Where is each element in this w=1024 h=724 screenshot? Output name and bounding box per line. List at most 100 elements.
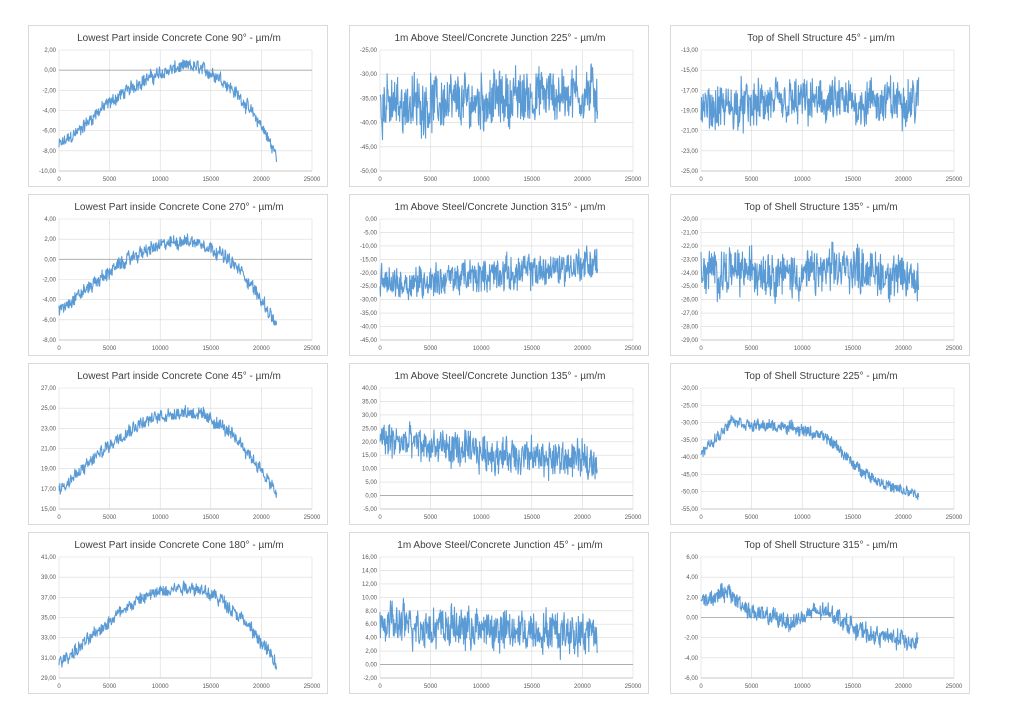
y-tick-label: 6,00 xyxy=(365,622,377,628)
series-line xyxy=(700,241,920,304)
chart-svg: Top of Shell Structure 45° - µm/m -25,00 -… xyxy=(681,33,963,183)
y-tick-label: 39,00 xyxy=(41,575,57,581)
y-tick-label: -25,00 xyxy=(360,284,378,290)
series-line xyxy=(379,421,598,482)
y-tick-label: 0,00 xyxy=(686,616,698,622)
y-tick-label: 21,00 xyxy=(41,447,57,453)
x-tick-label: 5000 xyxy=(745,684,759,690)
x-tick-label: 15000 xyxy=(844,346,861,352)
y-tick-label: -15,00 xyxy=(681,68,699,74)
y-tick-label: -5,00 xyxy=(363,230,377,236)
y-tick-label: 5,00 xyxy=(365,480,377,486)
chart-title: Lowest Part inside Concrete Cone 180° - … xyxy=(74,540,283,551)
chart-title: Top of Shell Structure 315° - µm/m xyxy=(744,540,897,551)
y-tick-label: 2,00 xyxy=(365,649,377,655)
chart-panel: Lowest Part inside Concrete Cone 45° - µ… xyxy=(28,363,328,525)
y-tick-label: -17,00 xyxy=(681,88,699,94)
y-tick-label: 25,00 xyxy=(41,406,57,412)
y-tick-label: -21,00 xyxy=(681,230,699,236)
y-tick-label: -2,00 xyxy=(684,636,698,642)
y-tick-label: 35,00 xyxy=(362,399,378,405)
x-tick-label: 10000 xyxy=(794,346,811,352)
x-tick-label: 20000 xyxy=(895,515,912,521)
x-tick-label: 10000 xyxy=(473,177,490,183)
chart-title: Lowest Part inside Concrete Cone 270° - … xyxy=(74,202,283,213)
chart-title: Top of Shell Structure 225° - µm/m xyxy=(744,371,897,382)
x-tick-label: 20000 xyxy=(574,684,591,690)
x-tick-label: 5000 xyxy=(424,684,438,690)
y-tick-label: 10,00 xyxy=(362,595,378,601)
x-tick-label: 5000 xyxy=(103,177,117,183)
series-line xyxy=(58,580,278,670)
y-tick-label: -25,00 xyxy=(360,48,378,54)
y-tick-label: 0,00 xyxy=(365,217,377,223)
chart-svg: Lowest Part inside Concrete Cone 90° - µ… xyxy=(39,33,321,183)
chart-panel: Lowest Part inside Concrete Cone 180° - … xyxy=(28,532,328,694)
series-line xyxy=(379,63,599,141)
x-tick-label: 20000 xyxy=(895,177,912,183)
x-tick-label: 10000 xyxy=(152,515,169,521)
y-tick-label: -45,00 xyxy=(360,338,378,344)
y-tick-label: 25,00 xyxy=(362,426,378,432)
x-tick-label: 15000 xyxy=(844,177,861,183)
y-tick-label: -40,00 xyxy=(681,455,699,461)
chart-svg: Lowest Part inside Concrete Cone 270° - … xyxy=(42,202,321,352)
x-tick-label: 0 xyxy=(378,515,382,521)
y-tick-label: -23,00 xyxy=(681,149,699,155)
x-tick-label: 10000 xyxy=(152,177,169,183)
y-tick-label: -26,00 xyxy=(681,298,699,304)
series-line xyxy=(700,75,920,134)
y-tick-label: -22,00 xyxy=(681,244,699,250)
series-line xyxy=(700,414,920,501)
y-tick-label: -4,00 xyxy=(42,109,56,115)
y-tick-label: -20,00 xyxy=(360,271,378,277)
y-tick-label: 31,00 xyxy=(41,656,57,662)
y-tick-label: -8,00 xyxy=(42,149,56,155)
y-tick-label: 27,00 xyxy=(41,386,57,392)
chart-panel: Lowest Part inside Concrete Cone 90° - µ… xyxy=(28,25,328,187)
chart-svg: Top of Shell Structure 315° - µm/m -6,00 -… xyxy=(684,540,963,690)
y-tick-label: -19,00 xyxy=(681,109,699,115)
y-tick-label: -23,00 xyxy=(681,257,699,263)
x-tick-label: 25000 xyxy=(625,515,642,521)
series-line xyxy=(58,404,278,498)
y-tick-label: 30,00 xyxy=(362,413,378,419)
y-tick-label: 0,00 xyxy=(365,494,377,500)
x-tick-label: 5000 xyxy=(103,684,117,690)
x-tick-label: 5000 xyxy=(424,177,438,183)
x-tick-label: 10000 xyxy=(473,515,490,521)
y-tick-label: -50,00 xyxy=(360,169,378,175)
x-tick-label: 25000 xyxy=(625,684,642,690)
y-tick-label: 6,00 xyxy=(686,555,698,561)
x-tick-label: 0 xyxy=(57,177,61,183)
y-tick-label: -25,00 xyxy=(681,169,699,175)
y-tick-label: 12,00 xyxy=(362,582,378,588)
x-tick-label: 0 xyxy=(378,684,382,690)
chart-title: Top of Shell Structure 135° - µm/m xyxy=(744,202,897,213)
x-tick-label: 0 xyxy=(378,177,382,183)
y-tick-label: -20,00 xyxy=(681,386,699,392)
y-tick-label: 41,00 xyxy=(41,555,57,561)
x-tick-label: 25000 xyxy=(946,684,963,690)
x-tick-label: 5000 xyxy=(424,346,438,352)
y-tick-label: -25,00 xyxy=(681,403,699,409)
x-tick-label: 0 xyxy=(699,177,703,183)
x-tick-label: 5000 xyxy=(424,515,438,521)
x-tick-label: 10000 xyxy=(473,684,490,690)
series-line xyxy=(700,583,919,651)
chart-title: 1m Above Steel/Concrete Junction 225° - … xyxy=(395,33,606,44)
y-tick-label: -8,00 xyxy=(42,338,56,344)
y-tick-label: -35,00 xyxy=(360,311,378,317)
y-tick-label: -4,00 xyxy=(42,298,56,304)
x-tick-label: 25000 xyxy=(946,515,963,521)
y-tick-label: 2,00 xyxy=(686,595,698,601)
y-tick-label: -4,00 xyxy=(684,656,698,662)
y-tick-label: -5,00 xyxy=(363,507,377,513)
chart-svg: 1m Above Steel/Concrete Junction 135° - … xyxy=(362,371,642,521)
y-tick-label: -45,00 xyxy=(681,472,699,478)
x-tick-label: 15000 xyxy=(202,346,219,352)
chart-svg: Top of Shell Structure 225° - µm/m -55,00… xyxy=(681,371,963,521)
y-tick-label: -13,00 xyxy=(681,48,699,54)
y-tick-label: -2,00 xyxy=(363,676,377,682)
x-tick-label: 25000 xyxy=(304,177,321,183)
